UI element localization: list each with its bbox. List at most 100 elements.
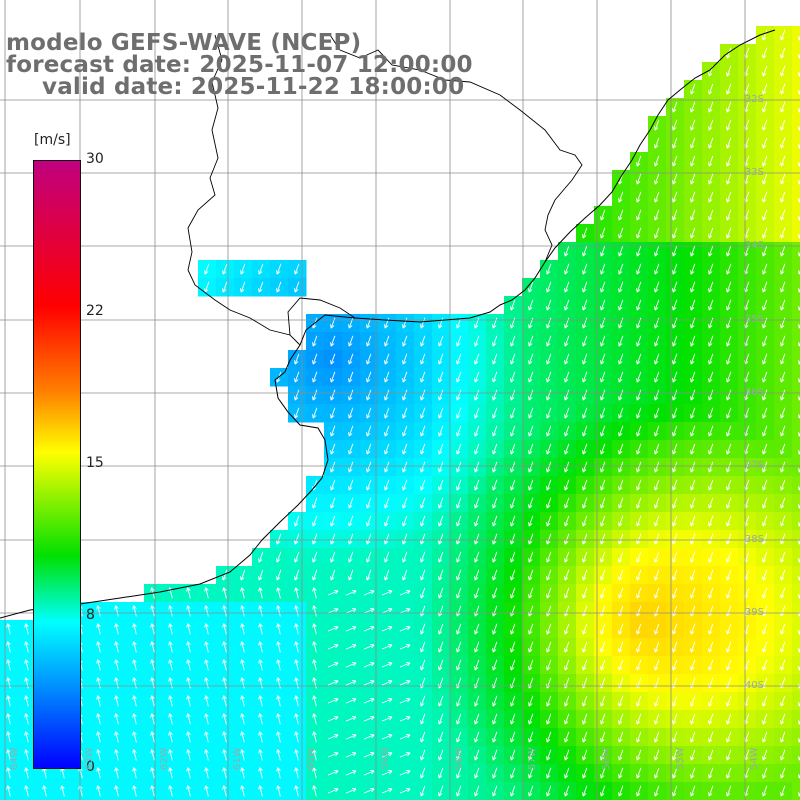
longitude-label: 64W xyxy=(9,747,20,770)
wind-arrow xyxy=(96,695,101,707)
wind-arrow xyxy=(492,569,498,581)
wind-arrow xyxy=(672,713,678,725)
wind-arrow xyxy=(345,770,357,776)
wind-arrow xyxy=(366,461,372,473)
wind-arrow xyxy=(474,713,480,725)
wind-arrow xyxy=(654,407,660,419)
wind-arrow xyxy=(762,623,768,635)
wind-arrow xyxy=(240,731,245,743)
wind-arrow xyxy=(564,425,570,437)
wind-arrow xyxy=(363,662,375,668)
wind-arrow xyxy=(492,371,498,383)
wind-arrow xyxy=(168,641,173,653)
wind-arrow xyxy=(672,317,678,329)
wind-arrow xyxy=(600,533,606,545)
wind-arrow xyxy=(672,371,678,383)
wind-arrow xyxy=(762,119,768,131)
wind-arrow xyxy=(690,335,696,347)
wind-arrow xyxy=(492,749,498,761)
wind-arrow xyxy=(330,461,336,473)
wind-speed-cell xyxy=(792,44,800,63)
wind-arrow xyxy=(762,785,768,797)
wind-arrow xyxy=(708,551,714,563)
wind-arrow xyxy=(240,695,245,707)
wind-arrow xyxy=(402,551,408,563)
wind-arrow xyxy=(672,785,678,797)
wind-arrow xyxy=(708,137,714,149)
wind-arrow xyxy=(636,191,642,203)
wind-arrow xyxy=(258,713,263,725)
wind-arrow xyxy=(726,443,732,455)
wind-arrow xyxy=(672,641,678,653)
wind-arrow xyxy=(546,317,552,329)
wind-arrow xyxy=(564,641,570,653)
wind-arrow xyxy=(402,317,408,329)
wind-arrow xyxy=(780,245,786,257)
wind-arrow xyxy=(399,734,411,740)
wind-arrow xyxy=(690,299,696,311)
wind-arrow xyxy=(222,623,227,635)
wind-arrow xyxy=(204,749,209,761)
wind-arrow xyxy=(114,641,119,653)
wind-speed-cell xyxy=(792,350,800,369)
wind-arrow xyxy=(582,281,588,293)
wind-arrow xyxy=(363,788,375,794)
wind-arrow xyxy=(546,551,552,563)
wind-arrow xyxy=(564,389,570,401)
wind-arrow xyxy=(582,623,588,635)
wind-arrow xyxy=(456,353,462,365)
wind-arrow xyxy=(672,443,678,455)
wind-arrow xyxy=(762,281,768,293)
wind-arrow xyxy=(546,299,552,311)
wind-arrow xyxy=(186,641,191,653)
wind-arrow xyxy=(708,641,714,653)
wind-arrow xyxy=(582,515,588,527)
wind-arrow xyxy=(636,659,642,671)
wind-arrow xyxy=(564,533,570,545)
wind-arrow xyxy=(438,551,444,563)
wind-arrow xyxy=(780,227,786,239)
wind-arrow xyxy=(402,569,408,581)
wind-arrow xyxy=(528,281,534,293)
wind-arrow xyxy=(582,263,588,275)
wind-arrow xyxy=(132,767,137,779)
wind-arrow xyxy=(474,461,480,473)
wind-arrow xyxy=(510,317,516,329)
wind-arrow xyxy=(474,335,480,347)
wind-arrow xyxy=(438,641,444,653)
wind-arrow xyxy=(672,389,678,401)
wind-arrow xyxy=(366,425,372,437)
wind-arrow xyxy=(654,299,660,311)
colorbar-unit: [m/s] xyxy=(34,132,71,148)
wind-arrow xyxy=(384,407,390,419)
wind-arrow xyxy=(726,227,732,239)
wind-arrow xyxy=(510,533,516,545)
wind-arrow xyxy=(438,749,444,761)
wind-arrow xyxy=(618,641,624,653)
wind-arrow xyxy=(150,641,155,653)
wind-arrow xyxy=(366,569,372,581)
wind-arrow xyxy=(438,389,444,401)
wind-arrow xyxy=(636,479,642,491)
wind-arrow xyxy=(276,767,281,779)
wind-arrow xyxy=(186,695,191,707)
wind-arrow xyxy=(618,443,624,455)
wind-arrow xyxy=(312,695,317,707)
wind-arrow xyxy=(690,641,696,653)
latitude-label: 32S xyxy=(744,94,764,105)
wind-arrow xyxy=(780,587,786,599)
wind-arrow xyxy=(345,626,357,632)
wind-arrow xyxy=(600,767,606,779)
wind-arrow xyxy=(762,659,768,671)
longitude-label: 59W xyxy=(380,747,391,770)
wind-arrow xyxy=(438,731,444,743)
wind-arrow xyxy=(204,623,209,635)
wind-arrow xyxy=(654,263,660,275)
wind-arrow xyxy=(636,299,642,311)
wind-arrow xyxy=(240,749,245,761)
wind-arrow xyxy=(636,155,642,167)
wind-speed-cell xyxy=(792,260,800,279)
wind-arrow xyxy=(636,425,642,437)
wind-arrow xyxy=(258,785,263,797)
